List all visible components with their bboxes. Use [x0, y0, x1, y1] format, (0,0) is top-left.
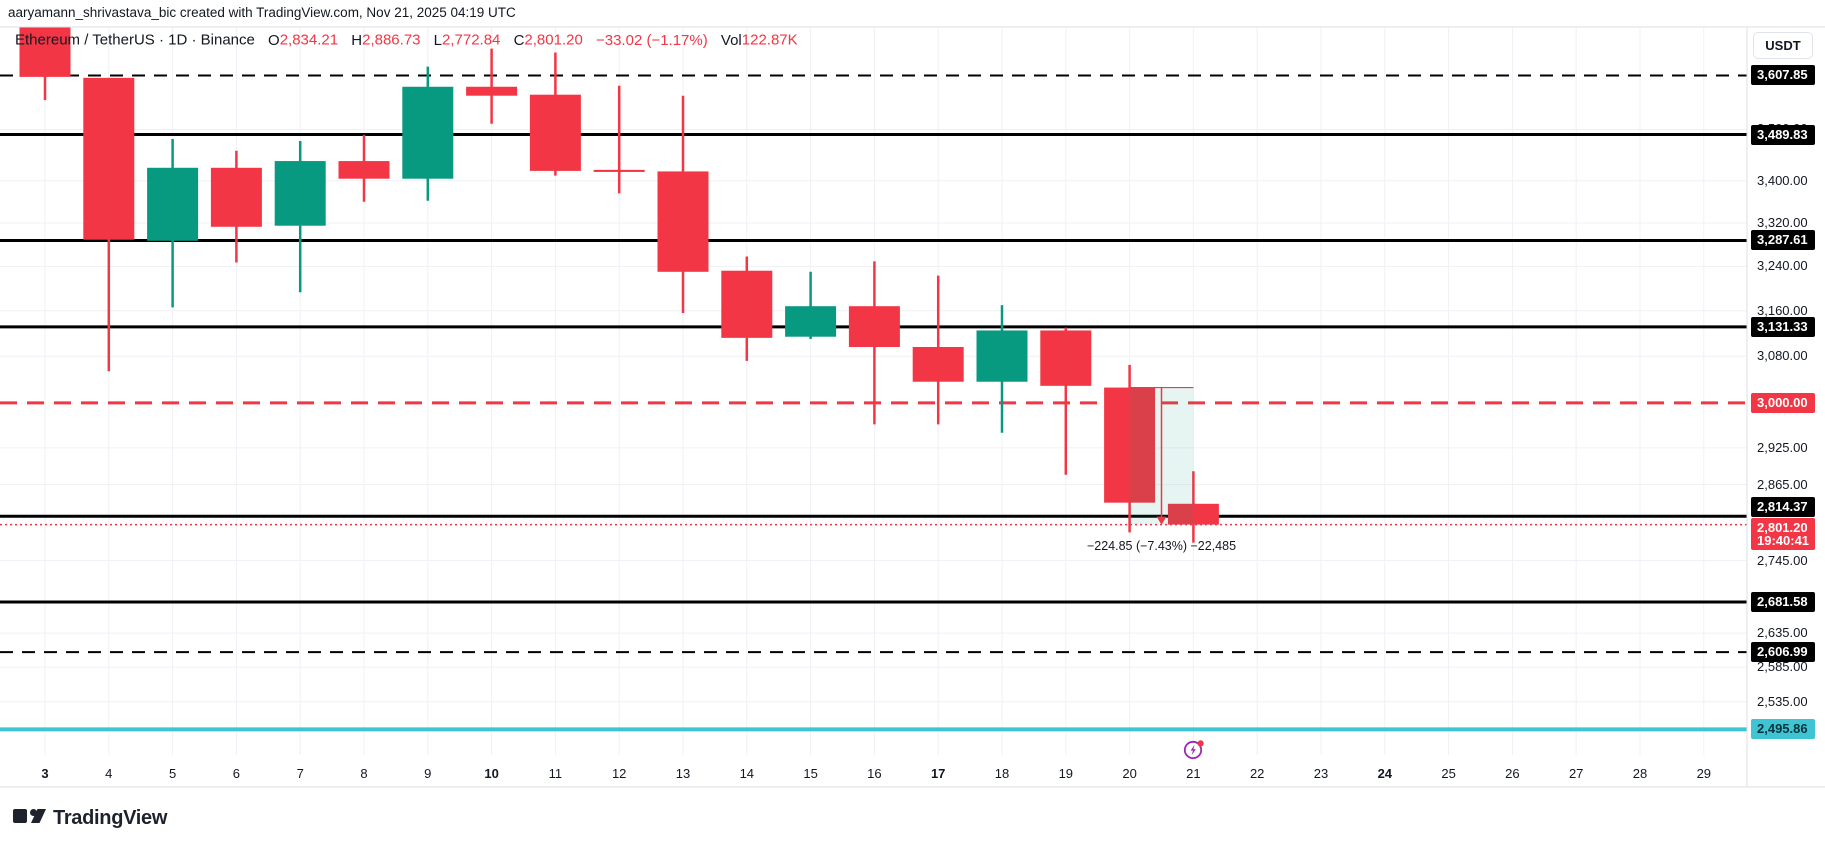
measurement-arrow-head [1156, 516, 1167, 525]
price-level-badge-260699: 2,606.99 [1751, 642, 1815, 663]
date-label-21[interactable]: 21 [1186, 766, 1201, 781]
price-level-badge-281437: 2,814.37 [1751, 497, 1815, 518]
candle-body-day-19[interactable] [1040, 330, 1092, 386]
candle-body-day-17[interactable] [912, 347, 964, 382]
currency-toggle-button[interactable]: USDT [1753, 32, 1813, 59]
date-label-11[interactable]: 11 [548, 766, 563, 781]
low-value: 2,772.84 [442, 31, 501, 49]
date-label-16[interactable]: 16 [867, 766, 882, 781]
symbol-name[interactable]: Ethereum [15, 31, 81, 49]
candle-body-day-11[interactable] [529, 94, 581, 171]
candle-body-day-7[interactable] [274, 161, 326, 226]
date-label-17[interactable]: 17 [930, 766, 946, 781]
price-tick-308000: 3,080.00 [1757, 348, 1808, 364]
change-value: −33.02 (−1.17%) [595, 31, 708, 49]
price-level-badge-313133: 3,131.33 [1751, 316, 1815, 337]
date-label-10[interactable]: 10 [484, 766, 499, 781]
current-price-badge: 2,801.20 19:40:41 [1751, 517, 1815, 550]
candle-body-day-21[interactable] [1167, 503, 1219, 525]
high-value: 2,886.73 [362, 31, 421, 49]
high-label: H [351, 31, 363, 49]
symbol-details[interactable]: / TetherUS · 1D · Binance [84, 31, 255, 49]
price-tick-253500: 2,535.00 [1757, 693, 1808, 709]
price-axis[interactable]: USDT 3,500.003,400.003,320.003,240.003,1… [1748, 0, 1825, 849]
candle-body-day-18[interactable] [976, 330, 1028, 382]
date-label-24[interactable]: 24 [1377, 766, 1393, 781]
date-label-26[interactable]: 26 [1505, 766, 1520, 781]
price-tick-258500: 2,585.00 [1757, 659, 1808, 675]
price-tick-263500: 2,635.00 [1757, 625, 1808, 641]
candle-body-day-4[interactable] [83, 77, 135, 240]
price-level-badge-249586: 2,495.86 [1751, 719, 1815, 740]
date-label-19[interactable]: 19 [1058, 766, 1074, 781]
price-level-badge-268158: 2,681.58 [1751, 592, 1815, 613]
candle-body-day-8[interactable] [338, 161, 390, 179]
tradingview-logo-text: TradingView [53, 807, 168, 829]
price-level-badge-328761: 3,287.61 [1751, 230, 1815, 251]
date-label-15[interactable]: 15 [803, 766, 818, 781]
candle-body-day-5[interactable] [147, 167, 199, 241]
attribution-text: aaryamann_shrivastava_bic created with T… [8, 5, 516, 20]
candle-body-day-9[interactable] [402, 86, 454, 179]
time-axis[interactable]: 3 4 5 6 7 8 9 10 11 12 13 14 15 16 17 18 19 20 21 22 23 24 25 2… [0, 755, 1747, 789]
price-tick-324000: 3,240.00 [1757, 258, 1808, 274]
volume-label: Vol [720, 31, 742, 49]
measurement-label: −224.85 (−7.43%) −22,485 [1086, 538, 1237, 553]
date-label-4[interactable]: 4 [105, 766, 113, 781]
open-value: 2,834.21 [279, 31, 339, 49]
candle-body-day-6[interactable] [210, 167, 262, 227]
economic-event-icon[interactable] [1182, 737, 1206, 761]
candle-body-day-20[interactable] [1104, 387, 1156, 503]
open-label: O [268, 31, 280, 49]
price-tick-340000: 3,400.00 [1757, 172, 1808, 188]
date-label-23[interactable]: 23 [1313, 766, 1329, 781]
price-level-badge-360785: 3,607.85 [1751, 65, 1815, 86]
tradingview-logo[interactable]: TradingView [13, 807, 167, 830]
bar-countdown-timer: 19:40:41 [1757, 532, 1810, 548]
date-label-7[interactable]: 7 [296, 766, 304, 781]
price-level-badge-300000: 3,000.00 [1751, 392, 1815, 413]
candle-body-day-12[interactable] [593, 169, 645, 172]
date-label-29[interactable]: 29 [1696, 766, 1712, 781]
candle-body-day-10[interactable] [466, 86, 518, 96]
date-label-12[interactable]: 12 [611, 766, 627, 781]
price-tick-274500: 2,745.00 [1757, 552, 1808, 568]
price-tick-292500: 2,925.00 [1757, 439, 1808, 455]
close-value: 2,801.20 [524, 31, 583, 49]
volume-value: 122.87K [741, 31, 798, 49]
current-price-value: 2,801.20 [1757, 519, 1808, 535]
date-label-18[interactable]: 18 [994, 766, 1010, 781]
date-label-27[interactable]: 27 [1568, 766, 1584, 781]
price-tick-316000: 3,160.00 [1757, 302, 1808, 318]
date-label-6[interactable]: 6 [232, 766, 241, 781]
date-label-28[interactable]: 28 [1632, 766, 1648, 781]
symbol-legend[interactable]: Ethereum / TetherUS · 1D · Binance O2,83… [15, 31, 798, 49]
date-label-9[interactable]: 9 [424, 766, 432, 781]
price-level-badge-348983: 3,489.83 [1751, 124, 1815, 145]
price-tick-286500: 2,865.00 [1757, 476, 1808, 492]
candle-body-day-13[interactable] [657, 171, 709, 272]
date-label-25[interactable]: 25 [1441, 766, 1456, 781]
date-label-5[interactable]: 5 [168, 766, 177, 781]
date-label-20[interactable]: 20 [1122, 766, 1137, 781]
candle-body-day-15[interactable] [785, 306, 837, 337]
date-label-14[interactable]: 14 [739, 766, 755, 781]
date-label-8[interactable]: 8 [360, 766, 368, 781]
date-label-3[interactable]: 3 [41, 766, 49, 781]
low-label: L [433, 31, 443, 49]
candle-body-day-16[interactable] [848, 306, 900, 348]
candle-body-day-14[interactable] [721, 270, 773, 338]
date-label-22[interactable]: 22 [1249, 766, 1265, 781]
price-tick-332000: 3,320.00 [1757, 215, 1808, 231]
candle-body-day-3[interactable] [19, 27, 71, 77]
tradingview-logo-mark [13, 808, 46, 823]
close-label: C [513, 31, 525, 49]
date-label-13[interactable]: 13 [675, 766, 691, 781]
